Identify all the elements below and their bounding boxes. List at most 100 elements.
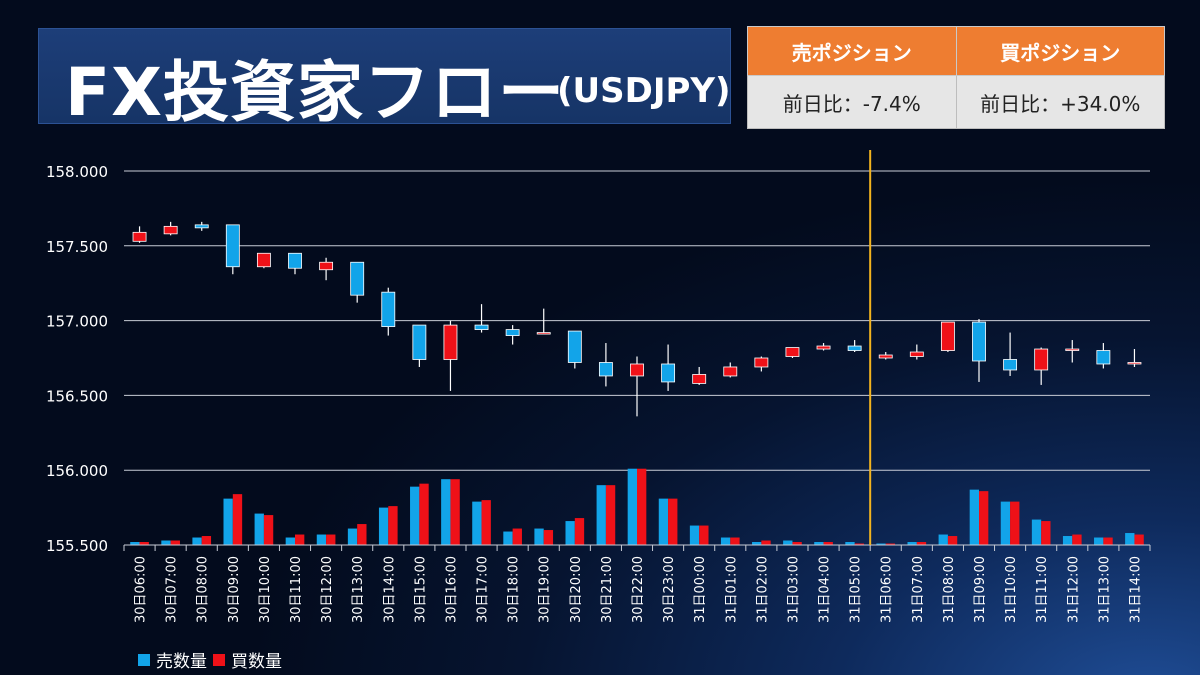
x-tick-label: 30日13:00 (351, 556, 366, 623)
buy-volume-bar (637, 468, 647, 545)
candle-up (785, 347, 800, 357)
position-summary-table: 売ポジション 買ポジション 前日比：-7.4% 前日比：+34.0% (747, 26, 1165, 129)
buy-volume-bar (823, 542, 833, 545)
title-banner: FX投資家フロー (USDJPY) (38, 28, 731, 131)
chart-legend: 売数量 買数量 (138, 647, 282, 672)
candle-down (194, 224, 209, 229)
candle-up (1127, 362, 1142, 365)
buy-volume-bar (1041, 521, 1051, 545)
x-tick-label: 30日07:00 (165, 556, 180, 623)
candle-down (505, 329, 520, 336)
x-tick-label: 30日09:00 (227, 556, 242, 623)
x-tick-label: 30日08:00 (196, 556, 211, 623)
candle-down (225, 224, 240, 268)
candle-down (381, 291, 396, 327)
candle-up (1034, 348, 1049, 371)
sell-volume-swatch (138, 653, 150, 666)
x-tick-label: 30日11:00 (289, 556, 304, 623)
sell-volume-bar (1000, 501, 1011, 545)
candle-down (288, 252, 302, 269)
buy-volume-bar (326, 534, 336, 545)
candle-up (132, 231, 147, 242)
buy-position-change: 前日比：+34.0% (955, 75, 1165, 129)
sell-volume-bar (1094, 537, 1104, 545)
x-tick-label: 31日07:00 (911, 556, 926, 623)
sell-volume-bar (378, 507, 389, 545)
candle-up (878, 354, 893, 359)
buy-volume-bar (1134, 534, 1144, 545)
buy-volume-bar (1010, 501, 1020, 545)
buy-volume-swatch (213, 653, 225, 666)
buy-volume-bar (947, 536, 958, 545)
x-tick-label: 30日19:00 (538, 556, 553, 623)
candle-up (536, 332, 551, 335)
sell-volume-bar (316, 534, 327, 545)
sell-volume-bar (192, 537, 202, 545)
candle-down (1003, 359, 1018, 371)
candle-down (474, 324, 489, 330)
x-tick-label: 30日21:00 (600, 556, 615, 623)
buy-volume-bar (730, 537, 740, 545)
x-tick-label: 31日13:00 (1097, 556, 1112, 623)
sell-volume-bar (814, 542, 824, 545)
sell-volume-bar (1125, 533, 1135, 545)
sell-volume-bar (503, 531, 513, 545)
x-tick-label: 31日01:00 (724, 556, 739, 623)
buy-volume-bar (201, 536, 212, 545)
candle-up (256, 252, 271, 268)
sell-position-change: 前日比：-7.4% (747, 75, 957, 129)
x-tick-label: 31日00:00 (693, 556, 708, 623)
candle-down (847, 345, 862, 351)
candle-down (598, 362, 613, 377)
buy-volume-bar (885, 543, 896, 545)
buy-volume-bar (854, 543, 864, 545)
sell-position-header: 売ポジション (747, 26, 957, 76)
candle-down (661, 363, 676, 383)
y-tick-label: 157.000 (46, 313, 108, 331)
candle-up (319, 261, 334, 271)
x-tick-label: 30日06:00 (134, 556, 149, 623)
candle-up (723, 366, 738, 377)
buy-volume-bar (668, 498, 678, 545)
candle-up (754, 357, 769, 368)
candle-up (630, 363, 644, 377)
sell-volume-bar (627, 468, 637, 545)
sell-volume-bar (907, 542, 917, 545)
sell-volume-bar (472, 501, 482, 545)
sell-volume-bar (534, 528, 544, 545)
sell-volume-bar (1031, 519, 1042, 545)
buy-volume-bar (388, 506, 398, 545)
sell-volume-bar (783, 540, 793, 545)
sell-volume-bar (223, 498, 233, 545)
buy-volume-bar (481, 500, 491, 545)
sell-volume-bar (285, 537, 295, 545)
x-tick-label: 31日02:00 (755, 556, 770, 623)
sell-volume-bar (969, 489, 979, 545)
buy-volume-legend-label: 買数量 (231, 652, 282, 672)
sell-volume-bar (441, 479, 451, 545)
candle-down (972, 321, 986, 362)
x-tick-label: 31日05:00 (849, 556, 864, 623)
buy-volume-bar (1103, 537, 1113, 545)
buy-volume-bar (139, 542, 149, 545)
buy-volume-bar (357, 524, 367, 545)
candle-up (692, 374, 707, 384)
buy-volume-bar (979, 491, 989, 545)
buy-volume-bar (512, 528, 522, 545)
candle-down (1096, 350, 1111, 365)
x-tick-label: 30日15:00 (413, 556, 428, 623)
buy-volume-bar (1072, 534, 1082, 545)
x-tick-label: 31日08:00 (942, 556, 957, 623)
x-tick-label: 30日14:00 (382, 556, 397, 623)
x-tick-label: 30日18:00 (507, 556, 522, 623)
y-tick-label: 155.500 (46, 537, 108, 555)
x-tick-label: 31日09:00 (973, 556, 988, 623)
sell-volume-bar (565, 521, 575, 545)
buy-volume-bar (450, 479, 460, 545)
x-tick-label: 30日12:00 (320, 556, 335, 623)
x-tick-label: 31日06:00 (880, 556, 895, 623)
sell-volume-bar (1062, 536, 1073, 545)
buy-volume-bar (574, 518, 585, 545)
x-tick-label: 31日12:00 (1066, 556, 1081, 623)
